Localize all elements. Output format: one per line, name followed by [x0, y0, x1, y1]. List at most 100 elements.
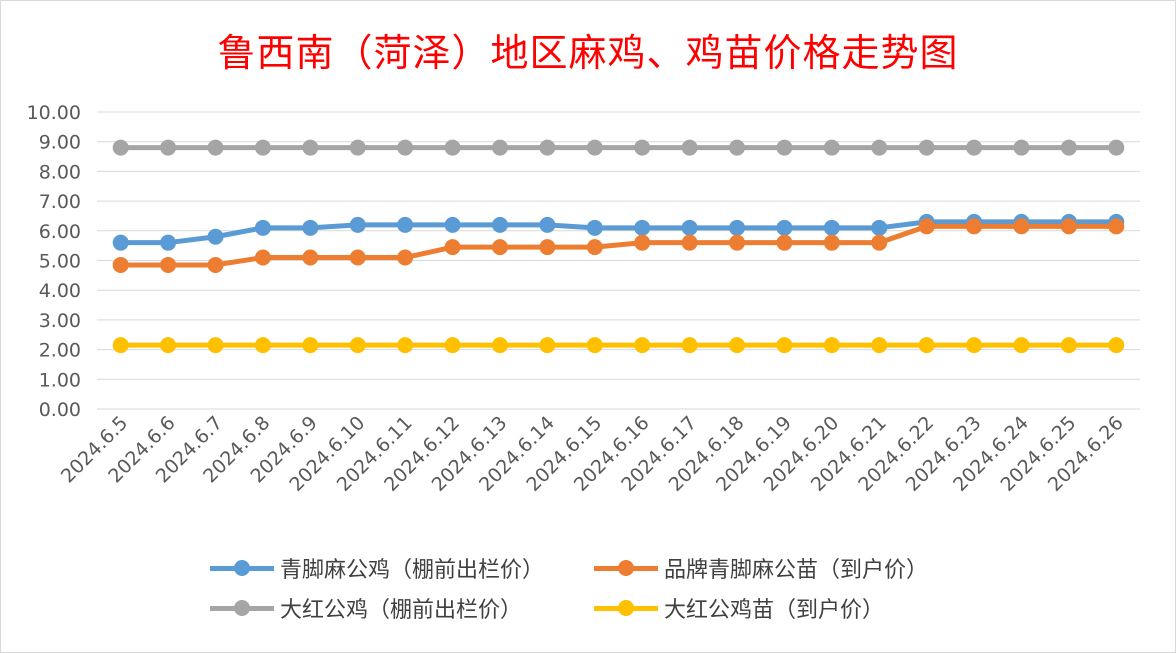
series-1-point [491, 239, 508, 256]
series-2-point [729, 139, 746, 156]
series-2-point [160, 139, 177, 156]
legend-item-series-0: 青脚麻公鸡（棚前出栏价） [210, 553, 594, 583]
series-3-point [871, 337, 888, 354]
series-2-point [871, 139, 888, 156]
series-3-point [918, 337, 935, 354]
series-1-point [634, 234, 651, 251]
series-1-point [160, 256, 177, 273]
series-1-point [586, 239, 603, 256]
series-2-point [823, 139, 840, 156]
series-3-point [302, 337, 319, 354]
y-tick-label: 10.00 [27, 102, 81, 124]
series-0-point [444, 216, 461, 233]
series-2-point [918, 139, 935, 156]
series-2-point [491, 139, 508, 156]
series-2-point [302, 139, 319, 156]
legend-swatch-series-0 [210, 553, 274, 583]
series-2-point [254, 139, 271, 156]
series-3-point [776, 337, 793, 354]
series-1-point [1013, 218, 1030, 235]
series-1-point [681, 234, 698, 251]
y-tick-label: 7.00 [39, 191, 81, 213]
y-tick-label: 6.00 [39, 221, 81, 243]
series-1-point [302, 249, 319, 266]
series-1-point [349, 249, 366, 266]
series-3-point [397, 337, 414, 354]
series-0-point [397, 216, 414, 233]
legend-item-series-3: 大红公鸡苗（到户价） [594, 593, 994, 623]
legend-label-series-1: 品牌青脚麻公苗（到户价） [664, 558, 929, 583]
chart-legend: 青脚麻公鸡（棚前出栏价） 品牌青脚麻公苗（到户价） 大红公鸡（棚前出栏价） 大红… [210, 553, 1010, 623]
y-tick-label: 0.00 [39, 399, 81, 421]
legend-swatch-series-1 [594, 553, 658, 583]
series-2-point [349, 139, 366, 156]
series-0-point [349, 216, 366, 233]
series-3-point [729, 337, 746, 354]
series-1-point [539, 239, 556, 256]
y-tick-label: 5.00 [39, 251, 81, 273]
series-0-point [729, 219, 746, 236]
series-2-point [539, 139, 556, 156]
series-1-point [112, 256, 129, 273]
series-2-point [397, 139, 414, 156]
series-2-point [776, 139, 793, 156]
series-0-point [254, 219, 271, 236]
legend-swatch-series-2 [210, 593, 274, 623]
legend-item-series-2: 大红公鸡（棚前出栏价） [210, 593, 594, 623]
y-tick-label: 2.00 [39, 340, 81, 362]
series-0-point [586, 219, 603, 236]
series-3-point [491, 337, 508, 354]
y-tick-label: 1.00 [39, 369, 81, 391]
series-1-point [823, 234, 840, 251]
series-3-point [207, 337, 224, 354]
series-0-point [302, 219, 319, 236]
y-tick-label: 9.00 [39, 132, 81, 154]
series-2-point [112, 139, 129, 156]
series-3-point [1108, 337, 1125, 354]
series-1-point [397, 249, 414, 266]
legend-label-series-2: 大红公鸡（棚前出栏价） [280, 598, 523, 623]
series-2-point [1013, 139, 1030, 156]
y-tick-label: 8.00 [39, 161, 81, 183]
series-0-point [112, 234, 129, 251]
series-0-point [160, 234, 177, 251]
series-2-point [681, 139, 698, 156]
series-3-point [349, 337, 366, 354]
series-0-point [681, 219, 698, 236]
y-tick-label: 4.00 [39, 280, 81, 302]
series-3-point [539, 337, 556, 354]
series-3-point [444, 337, 461, 354]
chart-title: 鲁西南（菏泽）地区麻鸡、鸡苗价格走势图 [217, 31, 959, 75]
series-1-point [1060, 218, 1077, 235]
series-1-point [1108, 218, 1125, 235]
legend-dot [234, 560, 250, 576]
series-0-point [823, 219, 840, 236]
legend-dot [618, 560, 634, 576]
series-1-point [918, 218, 935, 235]
legend-label-series-3: 大红公鸡苗（到户价） [664, 598, 885, 623]
series-3-point [634, 337, 651, 354]
series-0-point [634, 219, 651, 236]
series-3-point [1060, 337, 1077, 354]
legend-item-series-1: 品牌青脚麻公苗（到户价） [594, 553, 994, 583]
series-2-point [634, 139, 651, 156]
series-3-point [586, 337, 603, 354]
legend-dot [618, 600, 634, 616]
series-line-1 [118, 223, 1119, 268]
legend-label-series-0: 青脚麻公鸡（棚前出栏价） [280, 558, 545, 583]
series-3-point [112, 337, 129, 354]
series-0-point [207, 228, 224, 245]
series-1-point [966, 218, 983, 235]
series-0-point [871, 219, 888, 236]
series-3-point [966, 337, 983, 354]
series-2-point [1060, 139, 1077, 156]
series-2-point [586, 139, 603, 156]
legend-dot [234, 600, 250, 616]
series-1-point [207, 256, 224, 273]
legend-swatch-series-3 [594, 593, 658, 623]
series-3-point [681, 337, 698, 354]
series-3-point [160, 337, 177, 354]
y-tick-label: 3.00 [39, 310, 81, 332]
series-1-point [729, 234, 746, 251]
